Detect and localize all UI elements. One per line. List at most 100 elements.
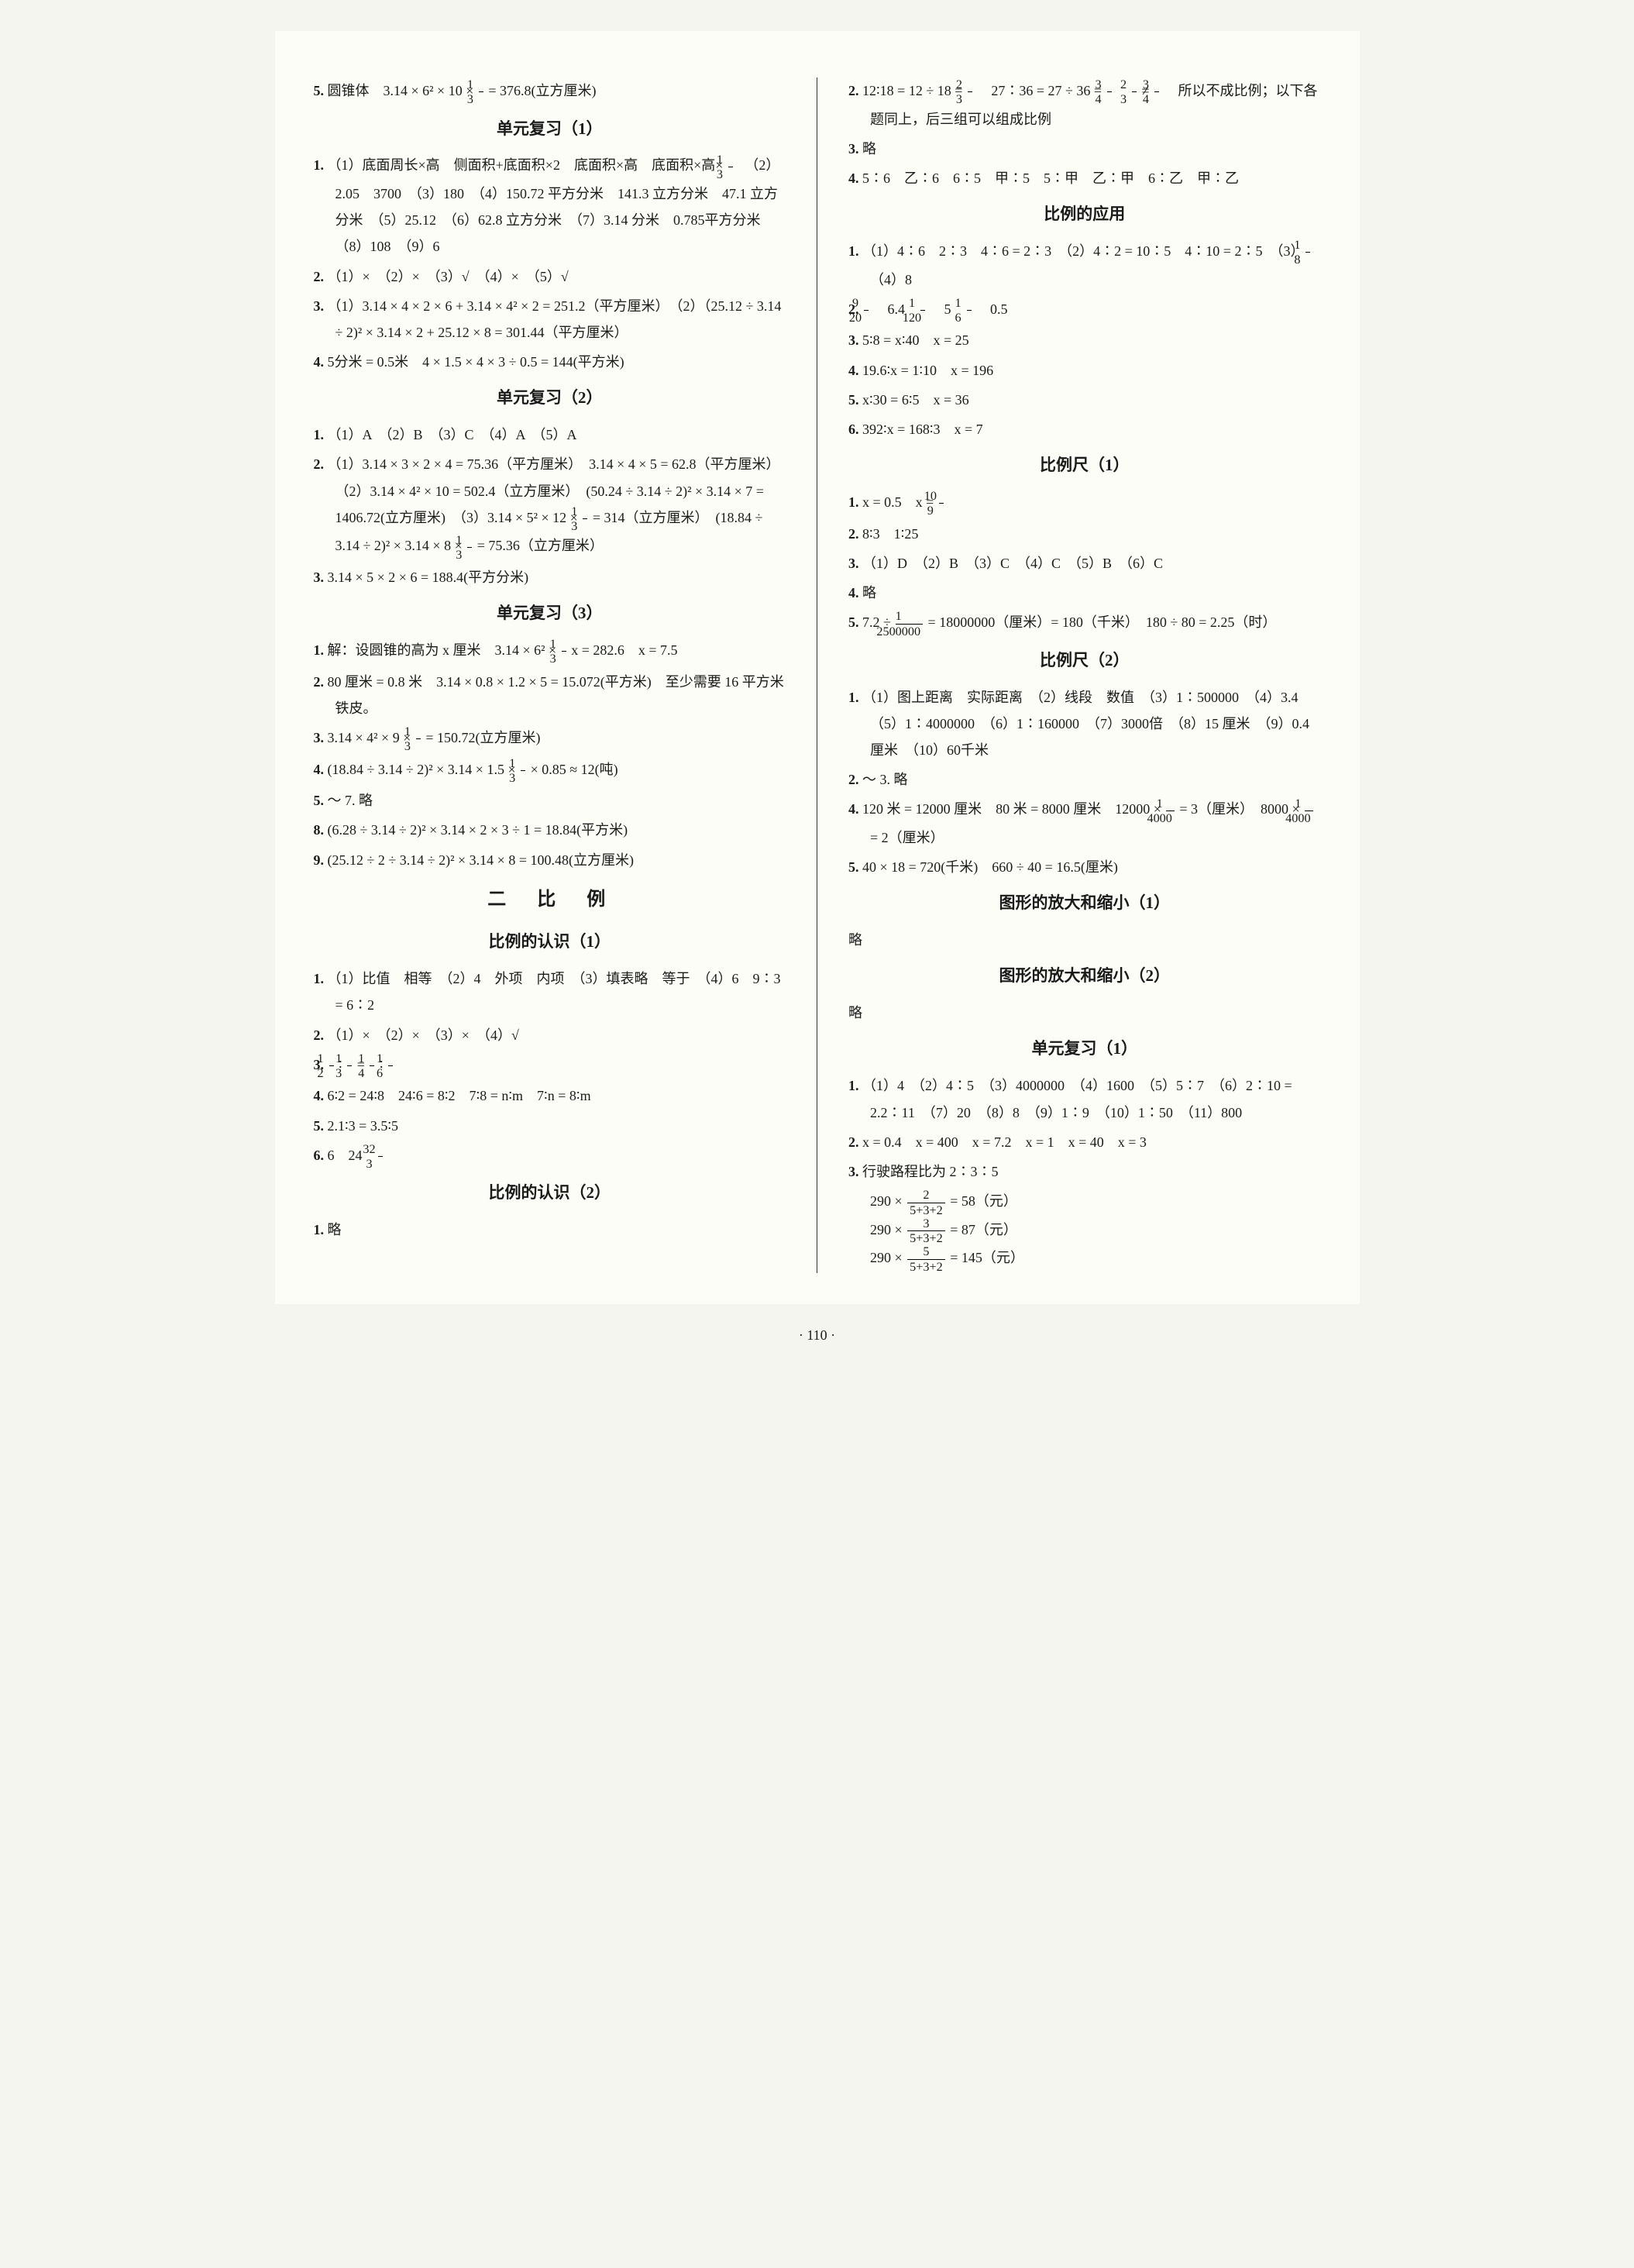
item-number: 1.: [848, 1078, 859, 1093]
answer-item: 2. （1）× （2）× （3）√ （4）× （5）√: [314, 263, 786, 290]
section-title: 图形的放大和缩小（1）: [848, 888, 1321, 919]
answer-item: 5. x∶30 = 6∶5 x = 36: [848, 387, 1321, 413]
item-number: 2.: [314, 269, 325, 284]
item-number: 4.: [848, 585, 859, 601]
item-number: 4.: [848, 170, 859, 186]
item-number: 4.: [314, 354, 325, 370]
section-title: 单元复习（3）: [314, 598, 786, 629]
item-number: 2.: [848, 83, 859, 98]
answer-item: 3. 5∶8 = x∶40 x = 25: [848, 327, 1321, 353]
item-number: 9.: [314, 852, 325, 868]
answer-item: 3. 3.14 × 5 × 2 × 6 = 188.4(平方分米): [314, 564, 786, 590]
answer-item: 3. （1）D （2）B （3）C （4）C （5）B （6）C: [848, 550, 1321, 576]
section-title: 比例尺（2）: [848, 645, 1321, 676]
item-number: 3.: [314, 570, 325, 585]
item-number: 1.: [848, 690, 859, 705]
item-number: 1.: [314, 427, 325, 442]
item-number: 1.: [314, 157, 325, 173]
answer-item: 4. 6∶2 = 24∶8 24∶6 = 8∶2 7∶8 = n∶m 7∶n =…: [314, 1082, 786, 1109]
answer-item: 4. (18.84 ÷ 3.14 ÷ 2)² × 3.14 × 1.5 × 13…: [314, 756, 786, 785]
answer-item: 2. （1）3.14 × 3 × 2 × 4 = 75.36（平方厘米） 3.1…: [314, 451, 786, 561]
item-number: 3.: [848, 1164, 859, 1179]
answer-item: 6. 6 24 323: [314, 1142, 786, 1171]
answer-item: 1. （1）比值 相等 （2）4 外项 内项 （3）填表略 等于 （4）6 9∶…: [314, 965, 786, 1018]
section-title: 比例尺（1）: [848, 450, 1321, 481]
item-number: 3.: [848, 332, 859, 348]
left-column: 5. 圆锥体 3.14 × 6² × 10 × 13 = 376.8(立方厘米)…: [314, 77, 786, 1273]
answer-text: 略: [848, 927, 1321, 953]
answer-item: 5. 2.1∶3 = 3.5∶5: [314, 1113, 786, 1139]
answer-text: 略: [848, 1000, 1321, 1026]
item-number: 2.: [314, 674, 325, 690]
answer-item: 5. 7.2 ÷ 12500000 = 18000000（厘米）= 180（千米…: [848, 609, 1321, 638]
right-column: 2. 12∶18 = 12 ÷ 18 = 23 27∶36 = 27 ÷ 36 …: [848, 77, 1321, 1273]
answer-item: 2. 12∶18 = 12 ÷ 18 = 23 27∶36 = 27 ÷ 36 …: [848, 77, 1321, 133]
answer-line: 290 × 35+3+2 = 87（元）: [848, 1217, 1321, 1245]
answer-item: 8. (6.28 ÷ 3.14 ÷ 2)² × 3.14 × 2 × 3 ÷ 1…: [314, 817, 786, 843]
answer-item: 1. 略: [314, 1217, 786, 1243]
answer-item: 3. （1）3.14 × 4 × 2 × 6 + 3.14 × 4² × 2 =…: [314, 293, 786, 346]
item-number: 5.: [848, 614, 859, 630]
answer-item: 9. (25.12 ÷ 2 ÷ 3.14 ÷ 2)² × 3.14 × 8 = …: [314, 847, 786, 873]
item-number: 4.: [314, 1088, 325, 1103]
item-number: 2.: [314, 1027, 325, 1043]
answer-line: 290 × 25+3+2 = 58（元）: [848, 1188, 1321, 1217]
section-title: 单元复习（1）: [314, 114, 786, 145]
answer-item: 5. 圆锥体 3.14 × 6² × 10 × 13 = 376.8(立方厘米): [314, 77, 786, 106]
section-title: 图形的放大和缩小（2）: [848, 961, 1321, 992]
item-number: 4.: [314, 762, 325, 777]
answer-item: 3. 3.14 × 4² × 9 × 13 = 150.72(立方厘米): [314, 724, 786, 753]
answer-item: 6. 392∶x = 168∶3 x = 7: [848, 416, 1321, 442]
answer-item: 4. 120 米 = 12000 厘米 80 米 = 8000 厘米 12000…: [848, 796, 1321, 851]
answer-item: 1. （1）图上距离 实际距离 （2）线段 数值 （3）1∶500000 （4）…: [848, 684, 1321, 764]
item-number: 5.: [314, 793, 325, 808]
item-number: 1.: [848, 243, 859, 259]
answer-item: 2. x = 0.4 x = 400 x = 7.2 x = 1 x = 40 …: [848, 1129, 1321, 1155]
section-title: 单元复习（1）: [848, 1034, 1321, 1065]
answer-item: 1. 解：设圆锥的高为 x 厘米 3.14 × 6² × 13 x = 282.…: [314, 637, 786, 666]
item-number: 5.: [848, 859, 859, 875]
section-title: 比例的认识（1）: [314, 927, 786, 958]
answer-item: 5. 40 × 18 = 720(千米) 660 ÷ 40 = 16.5(厘米): [848, 854, 1321, 880]
answer-item: 1. （1）4 （2）4∶5 （3）4000000 （4）1600 （5）5∶7…: [848, 1072, 1321, 1125]
item-number: 4.: [848, 801, 859, 817]
item-number: 1.: [314, 1222, 325, 1237]
item-number: 3.: [314, 298, 325, 314]
answer-item: 3. 略: [848, 136, 1321, 162]
item-number: 5.: [314, 83, 325, 98]
answer-item: 4. 19.6∶x = 1∶10 x = 196: [848, 357, 1321, 384]
answer-item: 2. ～ 3. 略: [848, 766, 1321, 793]
item-number: 3.: [848, 141, 859, 157]
item-number: 1.: [848, 494, 859, 510]
answer-item: 2. （1）× （2）× （3）× （4）√: [314, 1022, 786, 1048]
section-title: 比例的认识（2）: [314, 1178, 786, 1209]
answer-line: 290 × 55+3+2 = 145（元）: [848, 1244, 1321, 1273]
page-number: · 110 ·: [15, 1327, 1619, 1344]
section-title: 单元复习（2）: [314, 383, 786, 414]
item-number: 4.: [848, 363, 859, 378]
section-title: 比例的应用: [848, 199, 1321, 230]
item-number: 2.: [848, 772, 859, 787]
answer-item: 4. 略: [848, 580, 1321, 606]
item-number: 2.: [314, 456, 325, 472]
answer-item: 1. （1）底面周长×高 侧面积+底面积×2 底面积×高 底面积×高× 13 （…: [314, 152, 786, 260]
answer-item: 1. （1）4∶6 2∶3 4∶6 = 2∶3 （2）4∶2 = 10∶5 4∶…: [848, 238, 1321, 293]
item-number: 1.: [314, 642, 325, 658]
answer-item: 4. 5∶6 乙∶6 6∶5 甲∶5 5∶甲 乙∶甲 6∶乙 甲∶乙: [848, 165, 1321, 191]
item-number: 5.: [314, 1118, 325, 1134]
answer-item: 1. x = 0.5 x = 109: [848, 489, 1321, 518]
answer-item: 2. 920 6.4 1120 5 16 0.5: [848, 296, 1321, 325]
answer-item: 3. 行驶路程比为 2∶3∶5: [848, 1158, 1321, 1185]
item-number: 5.: [848, 392, 859, 408]
page-container: 5. 圆锥体 3.14 × 6² × 10 × 13 = 376.8(立方厘米)…: [275, 31, 1360, 1304]
answer-item: 2. 8∶3 1∶25: [848, 521, 1321, 547]
answer-item: 4. 5分米 = 0.5米 4 × 1.5 × 4 × 3 ÷ 0.5 = 14…: [314, 349, 786, 375]
answer-item: 2. 80 厘米 = 0.8 米 3.14 × 0.8 × 1.2 × 5 = …: [314, 669, 786, 721]
item-number: 3.: [848, 556, 859, 571]
chapter-title: 二 比 例: [314, 883, 786, 918]
item-number: 6.: [314, 1148, 325, 1163]
item-number: 2.: [848, 1134, 859, 1150]
item-number: 2.: [848, 526, 859, 542]
item-number: 1.: [314, 971, 325, 986]
item-number: 6.: [848, 422, 859, 437]
